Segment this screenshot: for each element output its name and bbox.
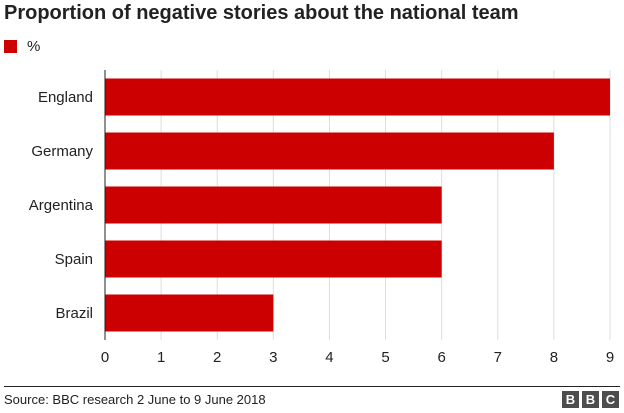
- source-note: Source: BBC research 2 June to 9 June 20…: [4, 392, 266, 407]
- x-tick-label: 8: [550, 349, 558, 366]
- category-label: England: [38, 89, 93, 106]
- category-label: Brazil: [55, 305, 93, 322]
- logo-letter: B: [582, 391, 599, 408]
- x-tick-label: 0: [101, 349, 109, 366]
- legend-label: %: [27, 37, 41, 55]
- bar: [105, 132, 554, 170]
- x-tick-label: 7: [494, 349, 502, 366]
- x-tick-label: 5: [381, 349, 389, 366]
- bar: [105, 186, 442, 224]
- logo-letter: B: [562, 391, 579, 408]
- legend-swatch: [4, 39, 17, 53]
- bar: [105, 240, 442, 278]
- category-label: Germany: [31, 143, 93, 160]
- x-tick-label: 2: [213, 349, 221, 366]
- chart-title: Proportion of negative stories about the…: [4, 2, 519, 24]
- x-tick-label: 9: [606, 349, 614, 366]
- bar: [105, 294, 274, 332]
- x-tick-label: 1: [157, 349, 165, 366]
- bar: [105, 78, 610, 116]
- x-tick-label: 4: [325, 349, 333, 366]
- logo-letter: C: [602, 391, 619, 408]
- bbc-logo: B B C: [562, 391, 619, 408]
- category-label: Argentina: [29, 197, 94, 214]
- legend: %: [4, 37, 40, 55]
- category-label: Spain: [55, 251, 93, 268]
- footer-divider: [4, 386, 620, 387]
- x-tick-label: 3: [269, 349, 277, 366]
- x-tick-label: 6: [437, 349, 445, 366]
